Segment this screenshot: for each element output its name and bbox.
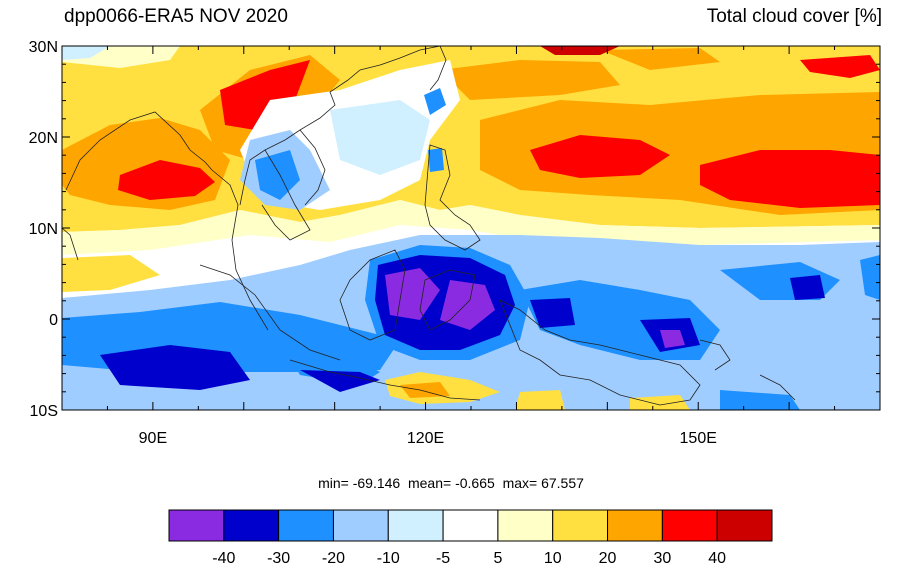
colorbar-box (607, 509, 663, 542)
min-label: min= (318, 475, 349, 491)
longitude-axis: 90E 120E 150E (61, 46, 881, 447)
map-title: dpp0066-ERA5 NOV 2020 (64, 6, 288, 27)
colorbar-box (223, 509, 280, 542)
colorbar-label: -10 (377, 550, 400, 567)
colorbar-label: -5 (436, 550, 450, 567)
colorbar-box (387, 509, 444, 542)
colorbar-box (716, 509, 773, 542)
colorbar-box (332, 509, 389, 542)
colorbar-label: -30 (267, 550, 290, 567)
colorbar-box (278, 509, 334, 542)
lat-tick-label: 30N (29, 39, 58, 56)
mean-label: mean= (407, 475, 452, 491)
lon-tick-label: 150E (680, 430, 717, 447)
lat-tick-label: 10S (30, 403, 58, 420)
colorbar-label: 20 (599, 550, 617, 567)
lon-tick-label: 90E (139, 430, 167, 447)
colorbar-label: 5 (493, 550, 502, 567)
variable-title: Total cloud cover [%] (706, 6, 882, 27)
colorbar-label: 40 (708, 550, 726, 567)
colorbar-box (661, 509, 718, 542)
max-label: max= (502, 475, 538, 491)
lat-tick-label: 20N (29, 130, 58, 147)
colorbar-label: -20 (322, 550, 345, 567)
colorbar-box (442, 509, 499, 542)
mean-value: -0.665 (455, 475, 495, 491)
colorbar-label: -40 (212, 550, 235, 567)
colorbar-label: 10 (544, 550, 562, 567)
colorbar: -40 -30 -20 -10 -5 5 10 20 30 40 (168, 509, 773, 567)
latitude-axis: 30N 20N 10N 0 10S (29, 39, 880, 420)
colorbar-box (497, 509, 554, 542)
field-statistics: min= -69.146 mean= -0.665 max= 67.557 (0, 475, 902, 491)
min-value: -69.146 (352, 475, 401, 491)
colorbar-label: 30 (653, 550, 671, 567)
lat-tick-label: 0 (49, 312, 58, 329)
map-field (62, 46, 880, 410)
lat-tick-label: 10N (29, 221, 58, 238)
max-value: 67.557 (541, 475, 584, 491)
colorbar-box (552, 509, 609, 542)
lon-tick-label: 120E (407, 430, 444, 447)
colorbar-box (168, 509, 225, 542)
